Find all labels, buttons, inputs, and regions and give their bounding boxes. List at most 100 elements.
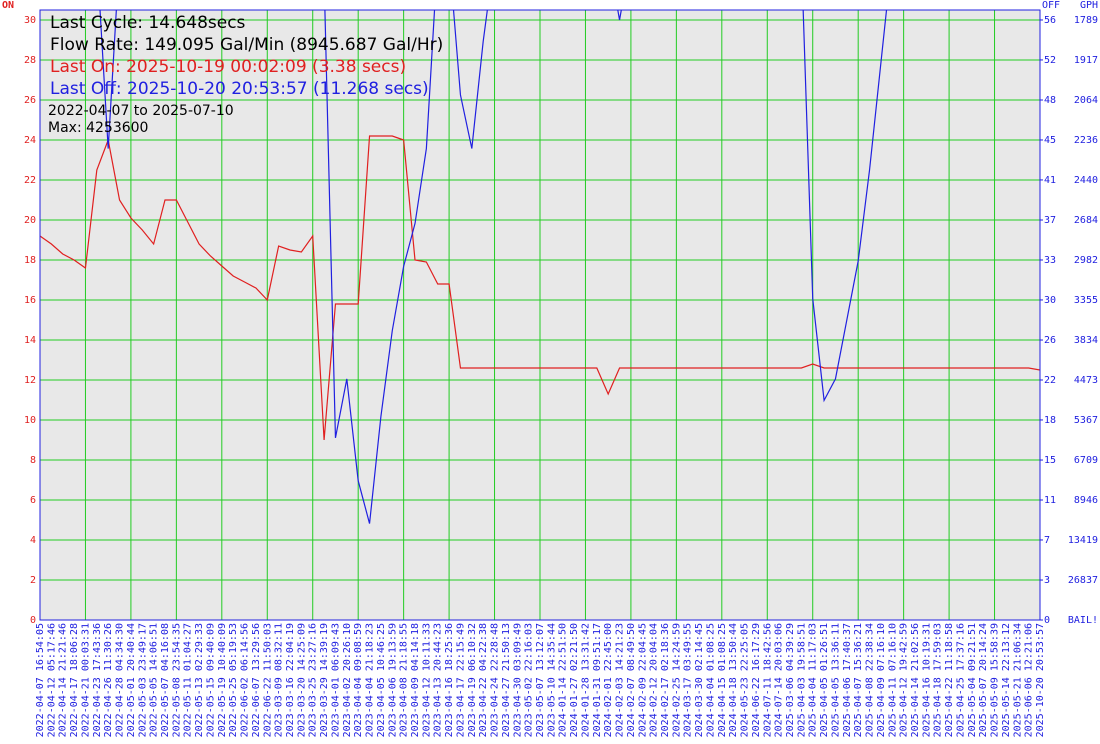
- y2-tick-label: 3: [1044, 575, 1050, 586]
- series-line: [99, 10, 888, 524]
- x-tick-label: 2023-05-10 14:35:44: [546, 623, 557, 737]
- x-tick-label: 2022-04-21 00:03:31: [80, 623, 91, 737]
- y-tick-label: 0: [30, 615, 36, 626]
- x-tick-label: 2022-05-01 20:40:44: [126, 623, 137, 737]
- x-tick-label: 2025-04-09 07:16:10: [876, 623, 887, 737]
- y-tick-label: 12: [24, 375, 36, 386]
- y2-tick-label: 26: [1044, 335, 1056, 346]
- y2-tick-label: 15: [1044, 455, 1056, 466]
- x-tick-label: 2024-02-17 02:18:36: [660, 623, 671, 737]
- x-tick-label: 2024-06-22 16:17:29: [751, 623, 762, 737]
- x-tick-label: 2023-04-17 22:15:49: [455, 623, 466, 737]
- gph-tick-label: 6709: [1074, 455, 1098, 466]
- annotation: Max: 4253600: [48, 120, 148, 136]
- y2-tick-label: 33: [1044, 255, 1056, 266]
- x-tick-label: 2025-04-16 10:19:31: [921, 623, 932, 737]
- y2-tick-label: 11: [1044, 495, 1056, 506]
- x-tick-label: 2025-05-09 15:58:39: [990, 623, 1001, 737]
- gph-tick-label: 3834: [1074, 335, 1098, 346]
- x-tick-label: 2023-03-29 14:39:19: [319, 623, 330, 737]
- annotation: 2022-04-07 to 2025-07-10: [48, 103, 234, 119]
- x-tick-label: 2023-04-02 20:26:10: [342, 623, 353, 737]
- y-tick-label: 16: [24, 295, 36, 306]
- x-tick-label: 2025-04-05 13:36:11: [830, 623, 841, 737]
- x-tick-label: 2024-03-30 02:14:45: [694, 623, 705, 737]
- x-tick-label: 2025-04-03 19:58:51: [796, 623, 807, 737]
- x-tick-label: 2023-04-09 04:14:18: [410, 623, 421, 737]
- x-tick-label: 2025-04-12 19:42:59: [899, 623, 910, 737]
- y2-tick-label: 56: [1044, 15, 1056, 26]
- x-tick-label: 2022-04-14 21:21:46: [58, 623, 69, 737]
- x-tick-label: 2023-05-02 22:16:03: [524, 623, 535, 737]
- x-tick-label: 2022-05-15 09:40:09: [205, 623, 216, 737]
- x-tick-label: 2023-04-27 21:50:13: [501, 623, 512, 737]
- annotation: Flow Rate: 149.095 Gal/Min (8945.687 Gal…: [50, 35, 443, 55]
- x-tick-label: 2023-04-30 03:09:49: [512, 623, 523, 737]
- gph-tick-label: 26837: [1068, 575, 1098, 586]
- x-tick-label: 2025-04-06 17:40:37: [842, 623, 853, 737]
- y-tick-label: 2: [30, 575, 36, 586]
- x-tick-label: 2023-04-12 10:11:33: [421, 623, 432, 737]
- x-tick-label: 2023-04-19 06:10:32: [467, 623, 478, 737]
- y-tick-label: 22: [24, 175, 36, 186]
- x-tick-label: 2025-04-18 17:59:03: [933, 623, 944, 737]
- x-tick-label: 2022-05-08 23:54:35: [171, 623, 182, 737]
- x-tick-label: 2023-04-16 18:25:36: [444, 623, 455, 737]
- y2-tick-label: 48: [1044, 95, 1056, 106]
- gph-tick-label: 2236: [1074, 135, 1098, 146]
- y2-tick-label: 37: [1044, 215, 1056, 226]
- y2-tick-label: 30: [1044, 295, 1056, 306]
- annotation: Last Off: 2025-10-20 20:53:57 (11.268 se…: [50, 79, 429, 99]
- y-tick-label: 20: [24, 215, 36, 226]
- x-tick-label: 2025-04-22 11:18:58: [944, 623, 955, 737]
- gph-tick-label: 1917: [1074, 55, 1098, 66]
- x-tick-label: 2023-03-16 22:04:19: [285, 623, 296, 737]
- x-tick-label: 2022-05-19 10:40:09: [217, 623, 228, 737]
- x-tick-label: 2022-05-05 14:06:51: [149, 623, 160, 737]
- x-tick-label: 2023-03-09 08:32:11: [274, 623, 285, 737]
- x-tick-label: 2022-05-03 23:49:17: [137, 623, 148, 737]
- x-tick-label: 2025-04-14 21:02:56: [910, 623, 921, 737]
- y-tick-label: 14: [24, 335, 36, 346]
- right-axis-title: OFF: [1042, 0, 1060, 11]
- x-tick-label: 2025-04-08 22:38:34: [865, 623, 876, 737]
- x-tick-label: 2023-04-08 21:18:55: [399, 623, 410, 737]
- x-tick-label: 2024-05-23 22:25:05: [740, 623, 751, 737]
- x-tick-label: 2023-03-20 14:25:09: [296, 623, 307, 737]
- x-tick-label: 2025-03-06 04:39:29: [785, 623, 796, 737]
- x-tick-label: 2023-04-24 22:28:48: [490, 623, 501, 737]
- x-tick-label: 2025-04-05 01:26:51: [819, 623, 830, 737]
- x-tick-label: 2024-02-03 14:21:23: [615, 623, 626, 737]
- x-tick-label: 2024-02-25 14:24:59: [671, 623, 682, 737]
- x-tick-label: 2023-04-04 09:08:59: [353, 623, 364, 737]
- y2-tick-label: 52: [1044, 55, 1056, 66]
- y2-tick-label: 7: [1044, 535, 1050, 546]
- x-tick-label: 2024-07-11 18:42:56: [762, 623, 773, 737]
- y2-tick-label: 45: [1044, 135, 1056, 146]
- x-tick-label: 2024-03-17 03:49:55: [683, 623, 694, 737]
- y-tick-label: 4: [30, 535, 36, 546]
- y2-tick-label: 0: [1044, 615, 1050, 626]
- y-tick-label: 30: [24, 15, 36, 26]
- x-tick-label: 2024-02-01 22:45:00: [603, 623, 614, 737]
- y2-tick-label: 18: [1044, 415, 1056, 426]
- x-tick-label: 2024-04-04 01:08:25: [705, 623, 716, 737]
- x-tick-label: 2022-05-07 04:16:08: [160, 623, 171, 737]
- x-tick-label: 2024-02-12 20:04:04: [649, 623, 660, 737]
- x-tick-label: 2023-04-22 04:22:38: [478, 623, 489, 737]
- x-tick-label: 2025-04-04 11:17:03: [808, 623, 819, 737]
- x-tick-label: 2025-05-04 09:21:51: [967, 623, 978, 737]
- x-tick-label: 2022-04-12 05:17:46: [46, 623, 57, 737]
- x-tick-label: 2022-06-07 13:29:56: [251, 623, 262, 737]
- gph-tick-label: 1789: [1074, 15, 1098, 26]
- x-tick-label: 2025-04-07 15:36:21: [853, 623, 864, 737]
- x-tick-label: 2023-05-07 13:12:07: [535, 623, 546, 737]
- x-tick-label: 2023-03-25 23:27:16: [308, 623, 319, 737]
- gph-tick-label: 5367: [1074, 415, 1098, 426]
- series-line: [40, 135, 1040, 441]
- x-tick-label: 2024-02-07 08:49:50: [626, 623, 637, 737]
- x-tick-label: 2024-01-14 22:51:50: [558, 623, 569, 737]
- x-tick-label: 2023-04-05 10:46:25: [376, 623, 387, 737]
- x-tick-label: 2023-04-04 21:18:23: [365, 623, 376, 737]
- y2-tick-label: 41: [1044, 175, 1056, 186]
